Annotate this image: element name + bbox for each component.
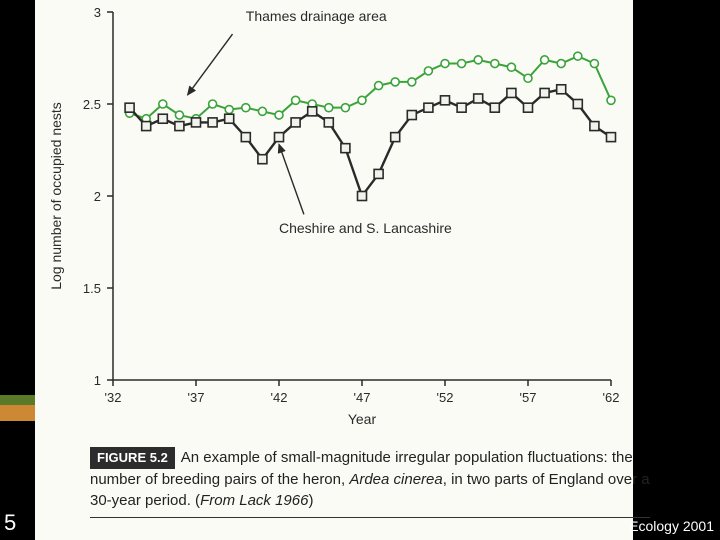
svg-text:1.5: 1.5 <box>83 281 101 296</box>
decor-bar-green <box>0 395 35 405</box>
caption-closing: ) <box>308 492 313 509</box>
svg-text:'62: '62 <box>603 390 620 405</box>
slide-number: 5 <box>4 510 16 536</box>
svg-text:1: 1 <box>94 373 101 388</box>
slide-footer: Ecology 2001 <box>629 518 714 534</box>
figure-caption: FIGURE 5.2An example of small-magnitude … <box>90 447 650 518</box>
svg-text:3: 3 <box>94 5 101 20</box>
svg-text:Thames drainage area: Thames drainage area <box>246 8 387 24</box>
chart: 1 1.5 2 2.5 3 '32 '37 '42 '47 '52 '57 '62 Year Log nu… <box>35 0 633 440</box>
svg-text:'52: '52 <box>437 390 454 405</box>
svg-text:'47: '47 <box>354 390 371 405</box>
svg-text:'37: '37 <box>188 390 205 405</box>
figure-badge: FIGURE 5.2 <box>90 447 175 469</box>
svg-text:2: 2 <box>94 189 101 204</box>
caption-rule <box>90 517 650 518</box>
svg-text:Cheshire and S. Lancashire: Cheshire and S. Lancashire <box>279 220 452 236</box>
svg-text:Year: Year <box>348 411 377 427</box>
svg-text:2.5: 2.5 <box>83 97 101 112</box>
svg-text:'32: '32 <box>105 390 122 405</box>
figure-paper: 1 1.5 2 2.5 3 '32 '37 '42 '47 '52 '57 '62 Year Log nu… <box>35 0 633 540</box>
caption-species: Ardea cinerea <box>349 471 442 488</box>
decor-bar-orange <box>0 405 35 421</box>
svg-text:'57: '57 <box>520 390 537 405</box>
caption-source: From Lack 1966 <box>200 492 308 509</box>
svg-text:Log number of occupied nests: Log number of occupied nests <box>48 102 64 290</box>
slide-background: 1 1.5 2 2.5 3 '32 '37 '42 '47 '52 '57 '62 Year Log nu… <box>0 0 720 540</box>
svg-text:'42: '42 <box>271 390 288 405</box>
